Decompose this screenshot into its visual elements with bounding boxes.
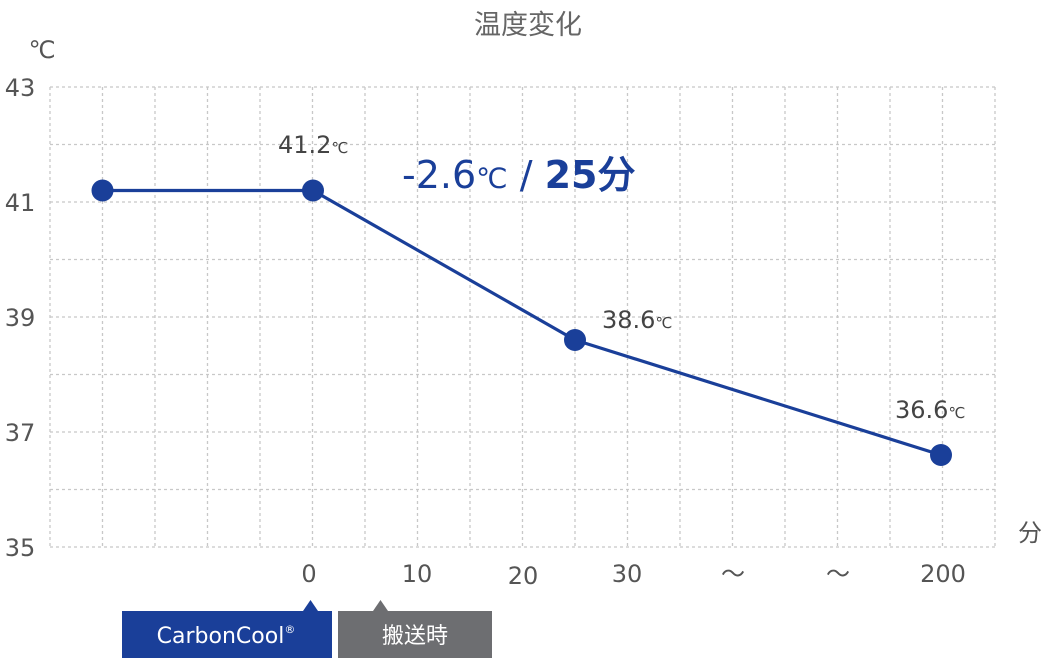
data-label: 36.6℃ <box>895 396 965 424</box>
carboncool-box <box>122 611 332 658</box>
x-tick-label: ～ <box>721 560 745 588</box>
x-tick-label: 10 <box>402 560 433 588</box>
carboncool-label: CarbonCool® <box>157 623 296 649</box>
x-tick-label: 200 <box>920 560 966 588</box>
x-tick-label: 30 <box>612 560 643 588</box>
data-point <box>91 179 114 202</box>
grid <box>49 86 996 548</box>
data-label: 38.6℃ <box>602 306 672 334</box>
y-tick-label: 39 <box>5 304 36 332</box>
y-axis-unit: ℃ <box>29 36 56 64</box>
y-tick-label: 35 <box>5 534 36 562</box>
transport-badge: 搬送時 <box>338 600 492 658</box>
transport-label: 搬送時 <box>382 624 448 649</box>
data-point <box>564 329 586 351</box>
data-labels: 41.2℃ 38.6℃ 36.6℃ <box>278 131 965 424</box>
y-tick-label: 43 <box>5 74 36 102</box>
rate-annotation: -2.6℃ / 25分 <box>402 153 635 197</box>
y-ticks: 35 37 39 41 43 <box>5 74 36 562</box>
y-tick-label: 37 <box>5 419 36 447</box>
x-ticks: 0 10 20 30 ～ ～ 200 <box>301 560 966 590</box>
x-tick-label: 20 <box>508 562 539 590</box>
carboncool-badge: CarbonCool® <box>122 600 332 658</box>
x-tick-label: ～ <box>826 560 850 588</box>
series-line <box>91 179 952 466</box>
x-axis-unit: 分 <box>1018 519 1042 547</box>
y-tick-label: 41 <box>5 189 36 217</box>
transport-box <box>338 611 492 658</box>
data-point <box>930 444 952 466</box>
series-path <box>102 188 942 457</box>
carboncool-pointer <box>303 600 318 611</box>
data-point <box>302 179 324 202</box>
chart-title: 温度変化 <box>474 10 582 41</box>
transport-pointer <box>373 600 388 611</box>
data-label: 41.2℃ <box>278 131 348 159</box>
x-tick-label: 0 <box>301 560 316 588</box>
